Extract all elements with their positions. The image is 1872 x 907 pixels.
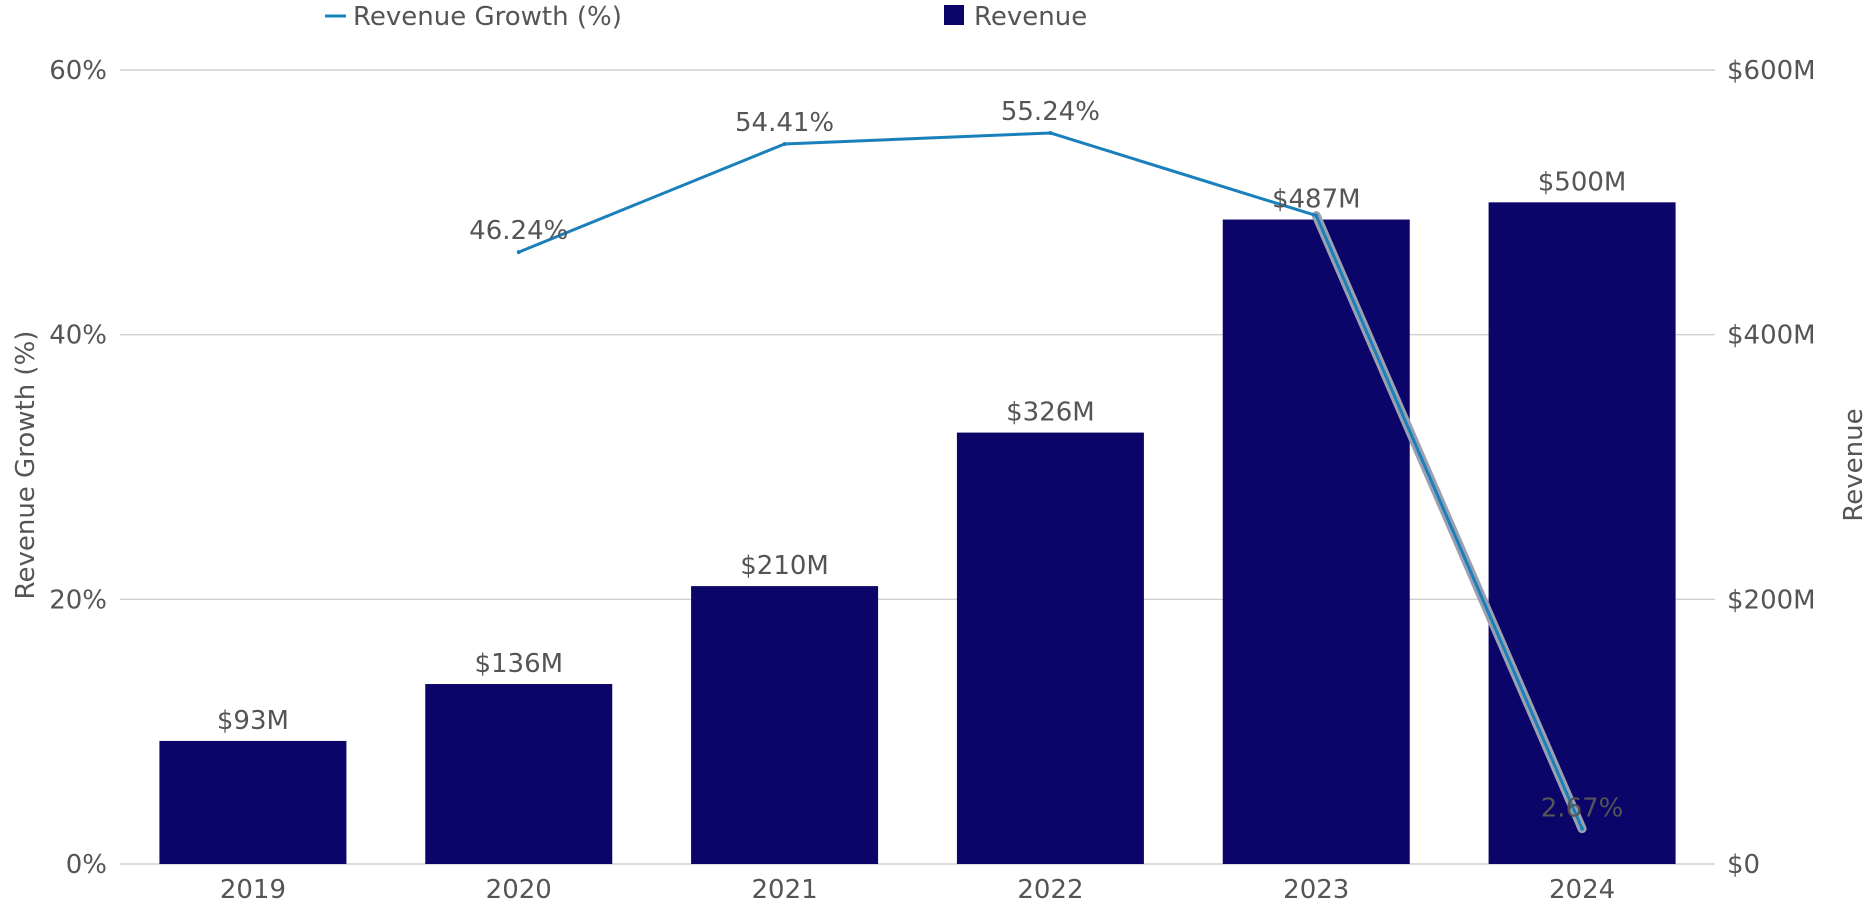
growth-point — [1314, 213, 1319, 218]
left-tick-label: 0% — [66, 850, 107, 880]
growth-point — [1048, 130, 1053, 135]
right-axis-title: Revenue — [1839, 408, 1869, 521]
revenue-bar — [1488, 202, 1676, 865]
growth-label: 46.24% — [469, 216, 568, 246]
revenue-bar — [956, 432, 1144, 864]
gridlines — [120, 69, 1715, 865]
legend-square-swatch — [944, 5, 964, 25]
x-tick-label: 2020 — [486, 875, 552, 905]
right-tick-label: $400M — [1727, 321, 1816, 351]
axes: 0% 20% 40% 60% $0 $200M $400M $600M 2019 2020 2021… — [49, 56, 1815, 905]
right-tick-label: $600M — [1727, 56, 1816, 86]
revenue-bar-label: $500M — [1538, 167, 1627, 197]
growth-point — [782, 141, 787, 146]
revenue-bar — [425, 684, 613, 864]
legend: Revenue Growth (%) Revenue — [325, 2, 1087, 32]
left-axis-title: Revenue Growth (%) — [11, 331, 41, 600]
growth-label: 2.67% — [1541, 794, 1624, 824]
growth-label: 55.24% — [1001, 97, 1100, 127]
x-tick-label: 2024 — [1549, 875, 1615, 905]
legend-label-growth: Revenue Growth (%) — [353, 2, 622, 32]
revenue-bar-label: $326M — [1006, 398, 1095, 428]
right-tick-label: $0 — [1727, 850, 1760, 880]
left-tick-label: 20% — [49, 585, 107, 615]
revenue-bar — [691, 586, 879, 864]
revenue-bar-label: $210M — [740, 551, 829, 581]
data-labels: $93M $136M $210M $326M $487M $500M 46.24% 54.41… — [217, 97, 1627, 824]
revenue-bar-label: $93M — [217, 706, 289, 736]
x-tick-label: 2023 — [1283, 875, 1349, 905]
left-tick-label: 40% — [49, 321, 107, 351]
revenue-bar — [1222, 219, 1410, 864]
revenue-bar-label: $487M — [1272, 185, 1361, 215]
growth-line — [516, 130, 1587, 834]
x-tick-label: 2021 — [751, 875, 817, 905]
growth-label: 54.41% — [735, 108, 834, 138]
growth-point — [516, 250, 521, 255]
left-tick-label: 60% — [49, 56, 107, 86]
x-tick-label: 2022 — [1017, 875, 1083, 905]
growth-point — [1580, 826, 1585, 831]
legend-label-revenue: Revenue — [974, 2, 1087, 32]
x-tick-label: 2019 — [220, 875, 286, 905]
right-tick-label: $200M — [1727, 585, 1816, 615]
revenue-bar — [159, 740, 347, 864]
revenue-bars — [159, 202, 1676, 865]
revenue-bar-label: $136M — [474, 649, 563, 679]
